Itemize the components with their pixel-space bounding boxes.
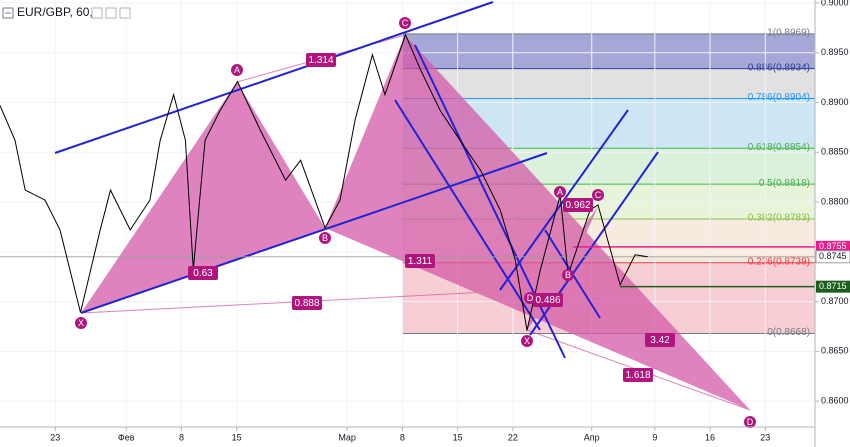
ratio-label: 1.311 [408, 256, 433, 267]
x-tick-label: 8 [400, 432, 405, 442]
y-tick-label: 0.8950 [821, 47, 849, 57]
trend-line [394, 99, 541, 331]
ratio-badge [292, 296, 322, 310]
fib-label: 0.886(0.8934) [748, 62, 810, 73]
x-tick-label: Апр [584, 432, 600, 442]
trend-line [54, 1, 494, 154]
point-badge [399, 17, 411, 29]
point-label: X [524, 336, 530, 346]
fib-label: 0(0.8668) [767, 327, 810, 338]
fib-label: 0.382(0.8783) [748, 213, 810, 224]
fib-label: 0.618(0.8854) [748, 142, 810, 153]
ratio-label: 0.962 [565, 200, 590, 211]
price-label-box [816, 240, 850, 253]
ratio-label: 0.63 [193, 268, 213, 279]
ratio-label: 0.888 [294, 298, 319, 309]
point-badge [554, 186, 566, 198]
x-tick-label: 23 [50, 432, 60, 442]
ratio-badge [533, 293, 563, 307]
price-label: 0.8715 [819, 281, 847, 291]
point-badge [562, 269, 574, 281]
point-label: B [565, 270, 571, 280]
ratio-badge [306, 53, 336, 67]
fib-zone [402, 33, 815, 69]
ratio-badge [645, 333, 675, 347]
point-badge [75, 317, 87, 329]
collapse-icon[interactable] [2, 7, 14, 19]
fib-zone [402, 68, 815, 99]
x-tick-label: 15 [453, 432, 463, 442]
price-label: 0.8745 [819, 251, 847, 261]
point-badge [319, 232, 331, 244]
point-label: D [747, 417, 754, 427]
y-tick-label: 0.8900 [821, 97, 849, 107]
ratio-badge [405, 254, 435, 268]
x-tick-label: 22 [508, 432, 518, 442]
x-tick-label: 9 [652, 432, 657, 442]
ratio-badge [623, 368, 653, 382]
settings-icon[interactable] [119, 7, 131, 19]
ratio-badge [563, 198, 593, 212]
ratio-label: 1.314 [308, 55, 333, 66]
ratio-label: 0.486 [535, 295, 560, 306]
chart-title: EUR/GBP, 60, [17, 5, 93, 19]
y-tick-label: 0.8650 [821, 346, 849, 356]
x-tick-label: Фев [118, 432, 135, 442]
point-label: D [527, 293, 534, 303]
trend-line [80, 152, 548, 314]
ratio-label: 3.42 [650, 335, 670, 346]
settings-icon[interactable] [91, 7, 103, 19]
y-tick-label: 0.8700 [821, 296, 849, 306]
point-label: C [402, 18, 409, 28]
settings-icon[interactable] [105, 7, 117, 19]
point-label: C [595, 190, 602, 200]
point-label: X [78, 318, 84, 328]
price-label-box [816, 280, 850, 293]
fib-label: 0.236(0.8739) [748, 256, 810, 267]
ratio-label: 1.618 [625, 370, 650, 381]
y-tick-label: 0.8800 [821, 196, 849, 206]
x-tick-label: 23 [760, 432, 770, 442]
pattern-labels: X A B C D X A B C D 1.314 0.63 0.888 1.311 0.486 0.962 3… [75, 17, 756, 428]
point-badge [744, 416, 756, 428]
price-label: 0.8755 [819, 241, 847, 251]
x-tick-label: 15 [232, 432, 242, 442]
point-badge [592, 189, 604, 201]
ratio-badge [188, 266, 218, 280]
fib-label: 1(0.8969) [767, 27, 810, 38]
y-tick-label: 0.8850 [821, 147, 849, 157]
price-label-box [815, 250, 850, 264]
pattern-leg [325, 35, 750, 410]
pattern-leg [530, 207, 598, 298]
point-badge [521, 335, 533, 347]
price-line-series [0, 33, 648, 331]
y-tick-label: 0.8600 [821, 395, 849, 405]
point-label: A [557, 187, 563, 197]
fib-label: 0.5(0.8818) [759, 178, 810, 189]
axes: 0.86000.86500.87000.87500.88000.88500.89… [50, 0, 850, 442]
x-tick-label: 16 [705, 432, 715, 442]
pattern-leg [81, 82, 325, 313]
fib-label: 0.786(0.8904) [748, 92, 810, 103]
x-tick-label: 8 [179, 432, 184, 442]
point-label: B [322, 233, 328, 243]
point-badge [231, 64, 243, 76]
point-label: A [234, 65, 240, 75]
x-tick-label: Мар [338, 432, 356, 442]
y-tick-label: 0.9000 [821, 0, 849, 7]
